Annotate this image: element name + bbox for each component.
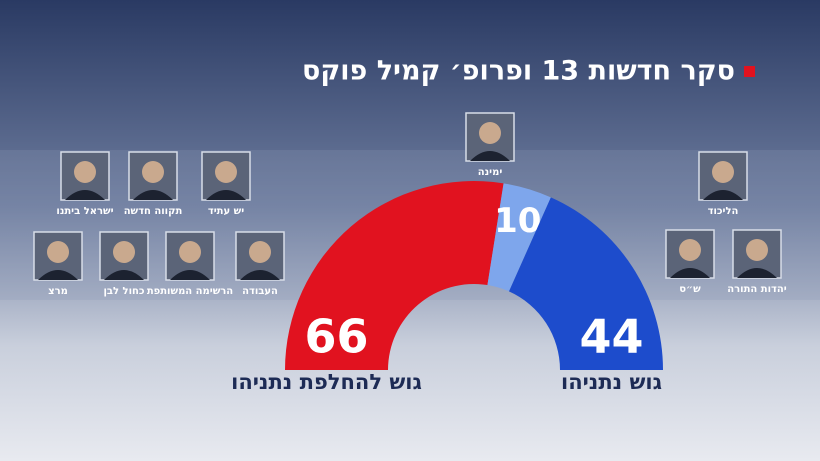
- party-caption: הליכוד: [708, 206, 739, 217]
- segment: [487, 183, 551, 292]
- party-caption: הרשימה המשותפת: [147, 286, 233, 297]
- face: [746, 239, 768, 261]
- party-caption: תקווה חדשה: [124, 206, 183, 217]
- party-caption: כחול לבן: [103, 286, 144, 297]
- suit: [38, 270, 78, 280]
- face: [712, 161, 734, 183]
- suit: [737, 268, 777, 278]
- face: [479, 122, 501, 144]
- face: [215, 161, 237, 183]
- party-caption: ש״ס: [679, 284, 701, 295]
- party-caption: ימינה: [478, 167, 503, 178]
- face: [179, 241, 201, 263]
- suit: [133, 190, 173, 200]
- bloc-label: גוש להחלפת נתניהו: [231, 370, 422, 394]
- face: [142, 161, 164, 183]
- party-caption: מרצ: [48, 286, 68, 297]
- suit: [104, 270, 144, 280]
- chart-title: סקר חדשות 13 ופרופ׳ קמיל פוקס: [302, 56, 735, 87]
- segment: [508, 197, 663, 370]
- party-caption: יהדות התורה: [727, 284, 787, 295]
- face: [47, 241, 69, 263]
- face: [679, 239, 701, 261]
- arc: 66 גוש להחלפת נתניהו 10 44 גוש נתניהו: [231, 181, 663, 394]
- party-caption: ישראל ביתנו: [56, 206, 113, 217]
- suit: [170, 270, 210, 280]
- suit: [65, 190, 105, 200]
- suit: [240, 270, 280, 280]
- suit: [703, 190, 743, 200]
- bloc-label: גוש נתניהו: [561, 370, 662, 394]
- face: [113, 241, 135, 263]
- party-caption: יש עתיד: [208, 206, 244, 217]
- value-label: 66: [304, 310, 368, 364]
- value-label: 10: [494, 201, 541, 241]
- party-caption: העבודה: [242, 286, 278, 297]
- suit: [470, 151, 510, 161]
- suit: [670, 268, 710, 278]
- value-label: 44: [579, 310, 643, 364]
- bullet: [744, 66, 755, 77]
- suit: [206, 190, 246, 200]
- face: [249, 241, 271, 263]
- segment: [285, 181, 504, 370]
- face: [74, 161, 96, 183]
